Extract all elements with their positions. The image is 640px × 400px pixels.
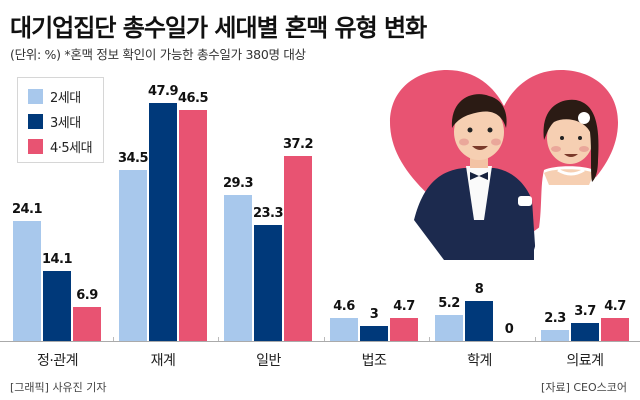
bar <box>149 103 177 341</box>
bar <box>284 156 312 341</box>
value-label: 4.7 <box>604 299 626 314</box>
legend-label: 2세대 <box>50 90 81 106</box>
legend: 2세대 3세대 4·5세대 <box>17 77 104 163</box>
bar <box>390 318 418 341</box>
axis-tick <box>324 337 325 341</box>
bar <box>601 318 629 341</box>
legend-label: 3세대 <box>50 115 81 131</box>
bar <box>179 110 207 341</box>
bar <box>224 195 252 341</box>
value-label: 37.2 <box>282 137 314 152</box>
value-label: 4.7 <box>393 299 415 314</box>
value-label: 3 <box>369 307 379 322</box>
value-label: 8 <box>474 282 484 297</box>
axis-tick <box>218 337 219 341</box>
bar <box>541 330 569 341</box>
axis-tick <box>113 337 114 341</box>
legend-item-gen2: 2세대 <box>28 88 81 106</box>
groom-illustration <box>414 94 536 260</box>
value-label: 47.9 <box>147 84 179 99</box>
legend-swatch-gen45 <box>28 138 43 154</box>
legend-item-gen45: 4·5세대 <box>28 138 93 156</box>
bride-illustration <box>534 99 604 263</box>
bar <box>360 326 388 341</box>
bar <box>435 315 463 341</box>
value-label: 46.5 <box>177 91 209 106</box>
bar <box>330 318 358 341</box>
bar <box>13 221 41 341</box>
axis-tick <box>535 337 536 341</box>
page-title: 대기업집단 총수일가 세대별 혼맥 유형 변화 <box>10 14 427 42</box>
legend-label: 4·5세대 <box>50 140 93 156</box>
value-label: 5.2 <box>438 296 460 311</box>
value-label: 2.3 <box>544 311 566 326</box>
value-label: 3.7 <box>574 304 596 319</box>
category-label: 재계 <box>150 353 176 369</box>
heart-couple-icon <box>384 70 624 270</box>
legend-swatch-gen2 <box>28 88 43 104</box>
x-axis-line <box>0 341 640 342</box>
bar <box>43 271 71 341</box>
value-label: 6.9 <box>76 288 98 303</box>
legend-item-gen3: 3세대 <box>28 113 81 131</box>
axis-tick <box>429 337 430 341</box>
bar <box>254 225 282 341</box>
data-source: [자료] CEO스코어 <box>541 381 627 394</box>
bar <box>73 307 101 341</box>
chart-subtitle: (단위: %) *혼맥 정보 확인이 가능한 총수일가 380명 대상 <box>10 47 306 62</box>
category-label: 정·관계 <box>36 353 79 369</box>
category-label: 법조 <box>361 353 387 369</box>
bar <box>571 323 599 341</box>
value-label: 29.3 <box>222 176 254 191</box>
value-label: 34.5 <box>117 151 149 166</box>
value-label: 24.1 <box>11 202 43 217</box>
category-label: 일반 <box>256 353 281 369</box>
bar <box>465 301 493 341</box>
category-label: 학계 <box>467 353 492 369</box>
value-label: 23.3 <box>252 206 284 221</box>
legend-swatch-gen3 <box>28 113 43 129</box>
value-label: 4.6 <box>333 299 355 314</box>
value-label: 14.1 <box>41 252 73 267</box>
category-label: 의료계 <box>566 353 604 369</box>
value-label: 0 <box>504 322 514 337</box>
bar <box>119 170 147 341</box>
graphic-credit: [그래픽] 사유진 기자 <box>10 381 107 394</box>
